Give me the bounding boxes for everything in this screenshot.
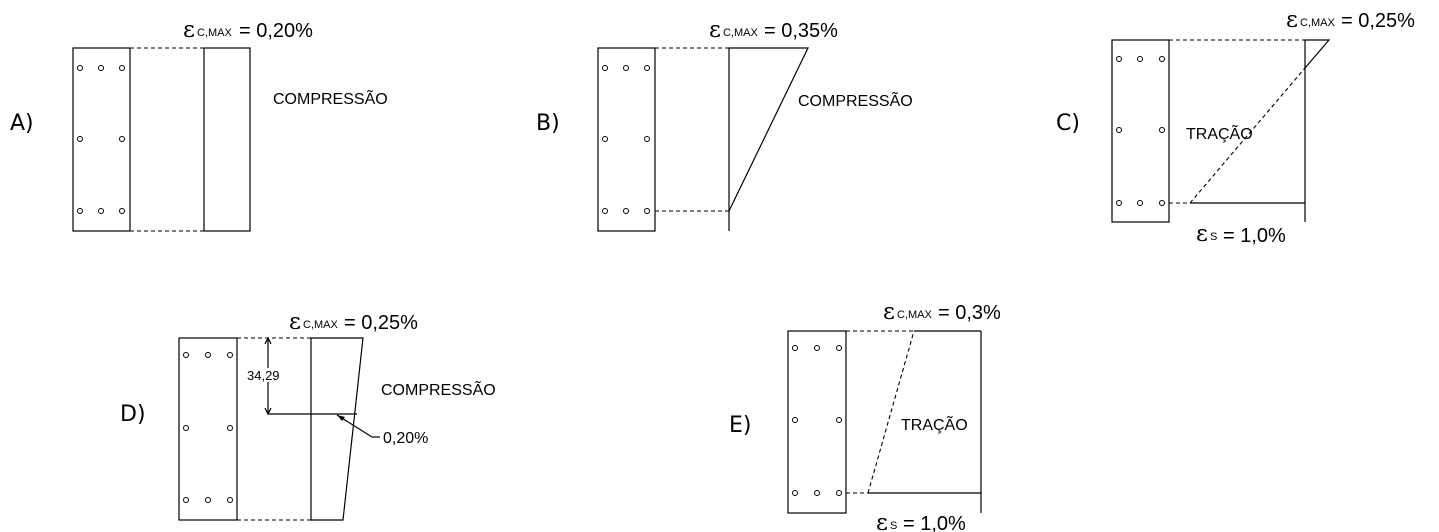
epsilon-symbol: ε xyxy=(289,309,301,335)
strain-subscript: C,MAX xyxy=(197,27,233,39)
diagram-d-dimension-arrow-bottom xyxy=(264,407,272,416)
diagram-e-tension-line xyxy=(867,330,915,494)
diagram-a-strain-block xyxy=(203,47,251,232)
diagram-d: D) 34,29 0,20% ε C,MAX = 0,25% COMPRESSÃ… xyxy=(120,309,496,521)
epsilon-symbol: ε xyxy=(183,17,195,43)
diagram-e-letter: E) xyxy=(729,413,751,438)
diagram-b-strain-triangle xyxy=(728,47,809,212)
diagram-b-rebars xyxy=(602,65,650,214)
strain-subscript: S xyxy=(890,520,897,532)
diagram-a-section xyxy=(72,47,131,232)
strain-subscript: C,MAX xyxy=(723,27,759,39)
diagram-d-section xyxy=(178,337,238,521)
diagram-d-callout: 0,20% xyxy=(383,430,428,447)
diagram-c-steel-strain: ε S = 1,0% xyxy=(1196,221,1286,247)
strain-subscript: C,MAX xyxy=(1300,17,1336,29)
diagram-d-dimension-bg xyxy=(246,368,284,382)
strain-subscript: S xyxy=(1210,231,1217,243)
diagram-d-strain-trapezoid xyxy=(310,337,364,521)
diagram-e-steel-strain: ε S = 1,0% xyxy=(876,510,966,532)
epsilon-symbol: ε xyxy=(883,299,895,325)
diagram-b-letter: B) xyxy=(536,111,560,136)
diagram-c-letter: C) xyxy=(1056,111,1080,136)
epsilon-symbol: ε xyxy=(1196,221,1208,247)
diagram-d-letter: D) xyxy=(120,402,146,427)
diagram-a-letter: A) xyxy=(10,111,34,136)
diagram-b-label: COMPRESSÃO xyxy=(798,90,913,110)
strain-subscript: C,MAX xyxy=(897,309,933,321)
diagram-a: A) ε C,MAX = 0,20% COMPRESSÃO xyxy=(10,17,388,232)
diagram-c-rebars xyxy=(1116,56,1165,206)
strain-value: = 0,25% xyxy=(344,312,418,334)
diagram-b-section xyxy=(597,47,656,232)
strain-subscript: C,MAX xyxy=(303,319,339,331)
diagram-b: B) ε C,MAX = 0,35% COMPRESSÃO xyxy=(536,17,913,232)
diagram-a-rebars xyxy=(77,65,125,214)
diagram-c-tension-line xyxy=(1189,67,1306,204)
diagram-c-max-strain: ε C,MAX = 0,25% xyxy=(1286,7,1415,33)
diagram-e-max-strain: ε C,MAX = 0,3% xyxy=(883,299,1001,325)
strain-value: = 1,0% xyxy=(903,513,966,532)
epsilon-symbol: ε xyxy=(1286,7,1298,33)
diagram-e-label: TRAÇÃO xyxy=(901,414,968,434)
strain-value: = 0,25% xyxy=(1341,10,1415,32)
diagram-b-max-strain: ε C,MAX = 0,35% xyxy=(709,17,838,43)
epsilon-symbol: ε xyxy=(709,17,721,43)
diagram-d-callout-arrow xyxy=(337,415,345,421)
strain-value: = 1,0% xyxy=(1223,225,1286,247)
diagram-c-section xyxy=(1111,39,1170,223)
diagram-e: E) ε C,MAX = 0,3% TRAÇÃO ε S = 1,0% xyxy=(729,299,1001,532)
diagram-d-dimension: 34,29 xyxy=(247,368,280,383)
diagram-a-max-strain: ε C,MAX = 0,20% xyxy=(183,17,313,43)
diagram-c-compression-wedge xyxy=(1304,39,1331,69)
strain-value: = 0,20% xyxy=(239,20,313,42)
diagram-e-section xyxy=(787,330,847,514)
diagram-d-rebars xyxy=(183,352,233,503)
epsilon-symbol: ε xyxy=(876,510,888,532)
diagram-d-label: COMPRESSÃO xyxy=(381,379,496,399)
strain-value: = 0,35% xyxy=(764,20,838,42)
diagram-d-max-strain: ε C,MAX = 0,25% xyxy=(289,309,418,335)
diagram-d-dimension-arrow-top xyxy=(264,336,272,345)
strain-value: = 0,3% xyxy=(938,302,1001,324)
diagram-c: C) ε C,MAX = 0,25% TRAÇÃO ε S = 1,0% xyxy=(1056,7,1415,247)
diagram-c-label: TRAÇÃO xyxy=(1186,123,1253,143)
diagram-e-rebars xyxy=(792,345,842,496)
diagram-a-label: COMPRESSÃO xyxy=(273,88,388,108)
